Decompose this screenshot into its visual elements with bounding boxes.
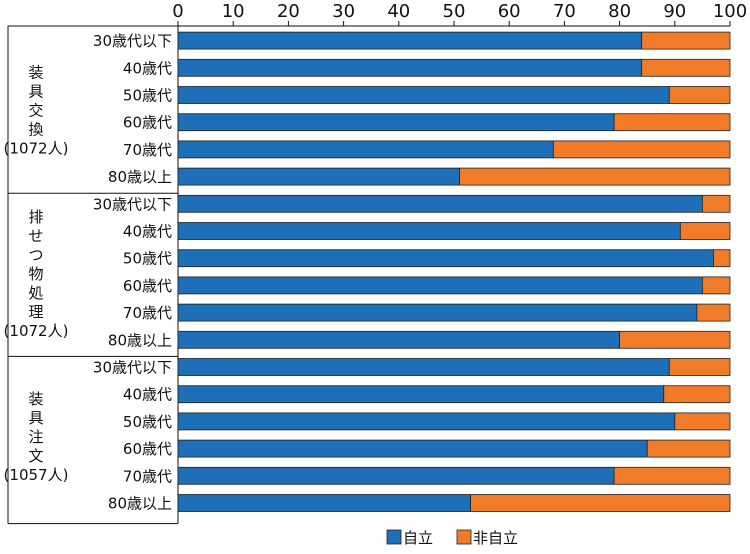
group-label-char: 交 (28, 102, 43, 120)
bar-segment-dependent (552, 140, 731, 159)
group-label-char: 具 (28, 409, 43, 427)
bar-segment-independent (177, 276, 703, 295)
bar-segment-independent (177, 330, 621, 349)
bar-segment-dependent (674, 412, 731, 431)
category-label: 70歳代 (123, 141, 172, 159)
category-label: 60歳代 (123, 277, 172, 295)
group-label-char: 処 (28, 284, 43, 302)
bar-segment-dependent (470, 494, 731, 512)
plot-area (7, 21, 731, 525)
bar-segment-dependent (459, 167, 731, 186)
category-labels: 30歳代以下 40歳代 50歳代 60歳代 70歳代 80歳以上 30歳代以下 40歳代 50歳… (93, 32, 172, 512)
x-axis-ticks: 0 10 20 30 40 50 60 70 80 90 100 (172, 1, 747, 26)
legend-swatch (386, 529, 402, 545)
bar-segment-independent (177, 58, 643, 77)
bar-segment-dependent (663, 385, 731, 404)
bar-segment-independent (177, 113, 615, 132)
bar-segment-dependent (668, 86, 731, 104)
x-tick-label: 100 (713, 1, 747, 22)
group-label-char: 具 (28, 83, 43, 101)
group-count-label: (1072人) (4, 140, 69, 158)
bar-segment-dependent (641, 31, 731, 50)
bar-segment-independent (177, 222, 681, 240)
group-label-char: つ (28, 246, 43, 264)
bar-segment-independent (177, 358, 670, 376)
x-tick-label: 40 (387, 1, 410, 22)
category-label: 40歳代 (123, 59, 172, 77)
group-label-char: せ (28, 227, 43, 245)
category-label: 30歳代以下 (93, 359, 172, 377)
bar-segment-dependent (702, 194, 731, 213)
x-tick-label: 50 (443, 1, 466, 22)
bar-segment-independent (177, 31, 643, 50)
bar-segment-dependent (613, 466, 731, 485)
x-tick-label: 60 (498, 1, 521, 22)
bar-segment-independent (177, 167, 460, 186)
x-tick-label: 10 (222, 1, 245, 22)
category-label: 60歳代 (123, 114, 172, 132)
bar-segment-independent (177, 140, 554, 159)
x-tick-label: 70 (553, 1, 576, 22)
bar-segment-independent (177, 86, 670, 104)
legend-label: 非自立 (473, 529, 518, 547)
group-label-char: 排 (28, 208, 43, 226)
bar-segment-dependent (646, 439, 731, 458)
bar-segment-dependent (713, 249, 731, 268)
category-label: 40歳代 (123, 386, 172, 404)
category-label: 50歳代 (123, 413, 172, 431)
bar-segment-dependent (668, 358, 731, 376)
bar-segment-independent (177, 466, 615, 485)
bar-segment-dependent (641, 58, 731, 77)
category-label: 80歳以上 (108, 495, 172, 513)
group-label-char: 物 (28, 265, 43, 283)
category-label: 80歳以上 (108, 168, 172, 186)
category-label: 30歳代以下 (93, 32, 172, 50)
x-tick-label: 30 (332, 1, 355, 22)
group-count-label: (1057人) (4, 466, 69, 484)
category-label: 40歳代 (123, 223, 172, 241)
category-label: 70歳代 (123, 304, 172, 322)
bar-segment-independent (177, 439, 648, 458)
bar-segment-dependent (702, 276, 731, 295)
legend: 自立 非自立 (386, 529, 518, 547)
group-label-char: 理 (28, 303, 43, 321)
category-label: 80歳以上 (108, 331, 172, 349)
bar-segment-dependent (613, 113, 731, 132)
bar-segment-independent (177, 385, 665, 404)
bar-segment-independent (177, 494, 471, 512)
x-tick-label: 20 (277, 1, 300, 22)
group-label-char: 装 (28, 64, 43, 82)
bar-segment-independent (177, 194, 703, 213)
group-label-char: 換 (28, 121, 43, 139)
legend-label: 自立 (403, 529, 433, 547)
x-tick-label: 80 (608, 1, 631, 22)
bar-segment-dependent (696, 303, 731, 322)
group-label-char: 注 (28, 428, 43, 446)
group-label-char: 文 (28, 447, 43, 465)
bar-segment-independent (177, 412, 676, 431)
category-label: 30歳代以下 (93, 195, 172, 213)
x-tick-label: 90 (663, 1, 686, 22)
bar-segment-independent (177, 249, 714, 268)
category-label: 50歳代 (123, 250, 172, 268)
bar-segment-independent (177, 303, 698, 322)
group-count-label: (1072人) (4, 322, 69, 340)
category-label: 50歳代 (123, 87, 172, 105)
bar-segment-dependent (679, 222, 731, 240)
legend-swatch (456, 529, 472, 545)
x-tick-label: 0 (172, 1, 183, 22)
category-label: 70歳代 (123, 467, 172, 485)
category-label: 60歳代 (123, 440, 172, 458)
bar-segment-dependent (619, 330, 731, 349)
group-label-char: 装 (28, 390, 43, 408)
